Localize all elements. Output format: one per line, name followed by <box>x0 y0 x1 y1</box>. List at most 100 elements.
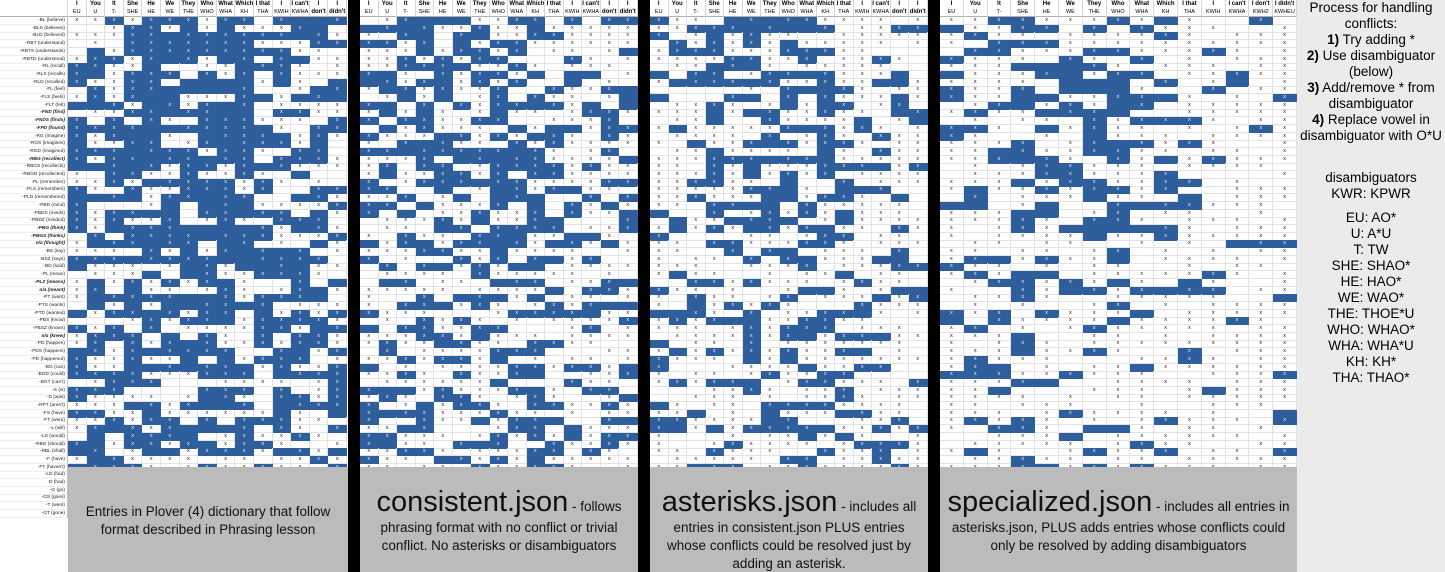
table-cell <box>68 40 87 49</box>
column-header-top: I <box>360 0 378 8</box>
column-header-bottom: T- <box>397 8 415 16</box>
column-header-top: Who <box>1107 0 1130 8</box>
table-cell <box>161 78 180 87</box>
column-header: Who WHO <box>489 0 508 17</box>
table-cell: x <box>86 78 106 87</box>
table-cell: x <box>198 40 217 49</box>
table-cell: x <box>272 47 292 56</box>
column-header-top: I didn't <box>619 0 637 16</box>
table-cell: x <box>142 32 161 41</box>
step-1: 1) Try adding * <box>1297 32 1445 48</box>
table-cell: x <box>123 17 143 25</box>
table-cell <box>161 55 180 64</box>
column-header: Which KH <box>816 0 835 17</box>
row-label: -BL (believe) <box>0 17 68 25</box>
column-header-bottom: WE <box>161 8 179 16</box>
table-cell: x <box>105 86 124 95</box>
table-cell: x <box>142 55 161 64</box>
table-cell <box>328 24 347 33</box>
table-cell: x <box>86 86 106 95</box>
column-header-bottom: SHE <box>1011 8 1034 16</box>
column-header: I KWIH <box>853 0 872 17</box>
table-cell: x <box>235 32 254 41</box>
table-cell <box>291 55 310 64</box>
table-cell: x <box>86 40 106 49</box>
table-cell <box>179 24 199 33</box>
mapping-he: HE: HAO* <box>1297 274 1445 290</box>
disambiguators-title: disambiguators <box>1297 170 1445 186</box>
table-cell <box>254 55 273 64</box>
table-cell <box>142 94 161 102</box>
column-header-top: I that <box>254 0 272 8</box>
table-cell: x <box>179 32 199 41</box>
column-header-bottom: KWIH <box>564 8 582 16</box>
column-header-bottom: KWH2 <box>1249 8 1272 16</box>
column-header-top: It <box>397 0 415 8</box>
table-cell: x <box>105 70 124 79</box>
column-header-top: I <box>1202 0 1225 8</box>
column-header: I that THA <box>545 0 564 17</box>
table-cell: x <box>123 55 143 64</box>
table-cell <box>179 70 199 79</box>
column-header: We WE <box>742 0 761 17</box>
table-cell <box>235 78 254 87</box>
table-cell: x <box>272 55 292 64</box>
column-header-bottom: KH <box>527 8 545 16</box>
table-cell: x <box>142 47 161 56</box>
column-header: We WE <box>161 0 180 17</box>
table-cell: x <box>291 47 310 56</box>
column-header: I that THA <box>254 0 273 17</box>
column-header-top: You <box>669 0 687 8</box>
table-cell <box>68 86 87 95</box>
table-cell: x <box>216 32 236 41</box>
column-header-bottom: HE <box>724 8 742 16</box>
column-header: She SHE <box>705 0 724 17</box>
column-header-bottom: THE <box>471 8 489 16</box>
table-cell: x <box>198 94 217 102</box>
column-header-bottom: KWIH <box>1202 8 1225 16</box>
column-header: They THE <box>471 0 490 17</box>
disambiguators-kwr: KWR: KPWR <box>1297 186 1445 202</box>
table-cell: x <box>123 32 143 41</box>
column-header: They THE <box>761 0 780 17</box>
column-header-top: I that <box>1178 0 1201 8</box>
table-cell: x <box>291 86 310 95</box>
column-header-top: You <box>87 0 105 8</box>
caption-filename: consistent.json <box>376 486 568 518</box>
column-header-bottom: EU <box>68 8 86 16</box>
column-header-bottom: WE <box>743 8 761 16</box>
column-header-bottom: KWHA <box>872 8 890 16</box>
divider <box>928 0 940 572</box>
column-header-top: He <box>724 0 742 8</box>
column-header: You U <box>668 0 687 17</box>
column-header-top: Who <box>198 0 216 8</box>
row-label: -FL (feel) <box>0 86 68 95</box>
column-header-bottom: KWHA <box>1226 8 1249 16</box>
table-cell: x <box>254 63 273 72</box>
column-header-top: I that <box>545 0 563 8</box>
table-cell <box>254 86 273 95</box>
column-header-top: I can't <box>582 0 600 8</box>
row-label: -RBTD (understood) <box>0 55 68 64</box>
table-cell <box>198 78 217 87</box>
column-header: You U <box>378 0 397 17</box>
column-header-bottom: U <box>379 8 397 16</box>
column-header-bottom: THA <box>1178 8 1201 16</box>
row-label: -BLD (believed) <box>0 32 68 41</box>
table-cell: x <box>309 40 329 49</box>
table-cell: x <box>105 78 124 87</box>
column-header: They THE <box>1082 0 1107 17</box>
column-header: We WE <box>1059 0 1083 17</box>
column-header-top: I <box>854 0 872 8</box>
column-header-top: Who <box>490 0 508 8</box>
column-header-top: Which <box>1154 0 1177 8</box>
step-3: 3) Add/remove * from disambiguator <box>1297 80 1445 112</box>
table-cell <box>179 86 199 95</box>
table-cell: x <box>68 55 87 64</box>
table-cell: x <box>86 32 106 41</box>
